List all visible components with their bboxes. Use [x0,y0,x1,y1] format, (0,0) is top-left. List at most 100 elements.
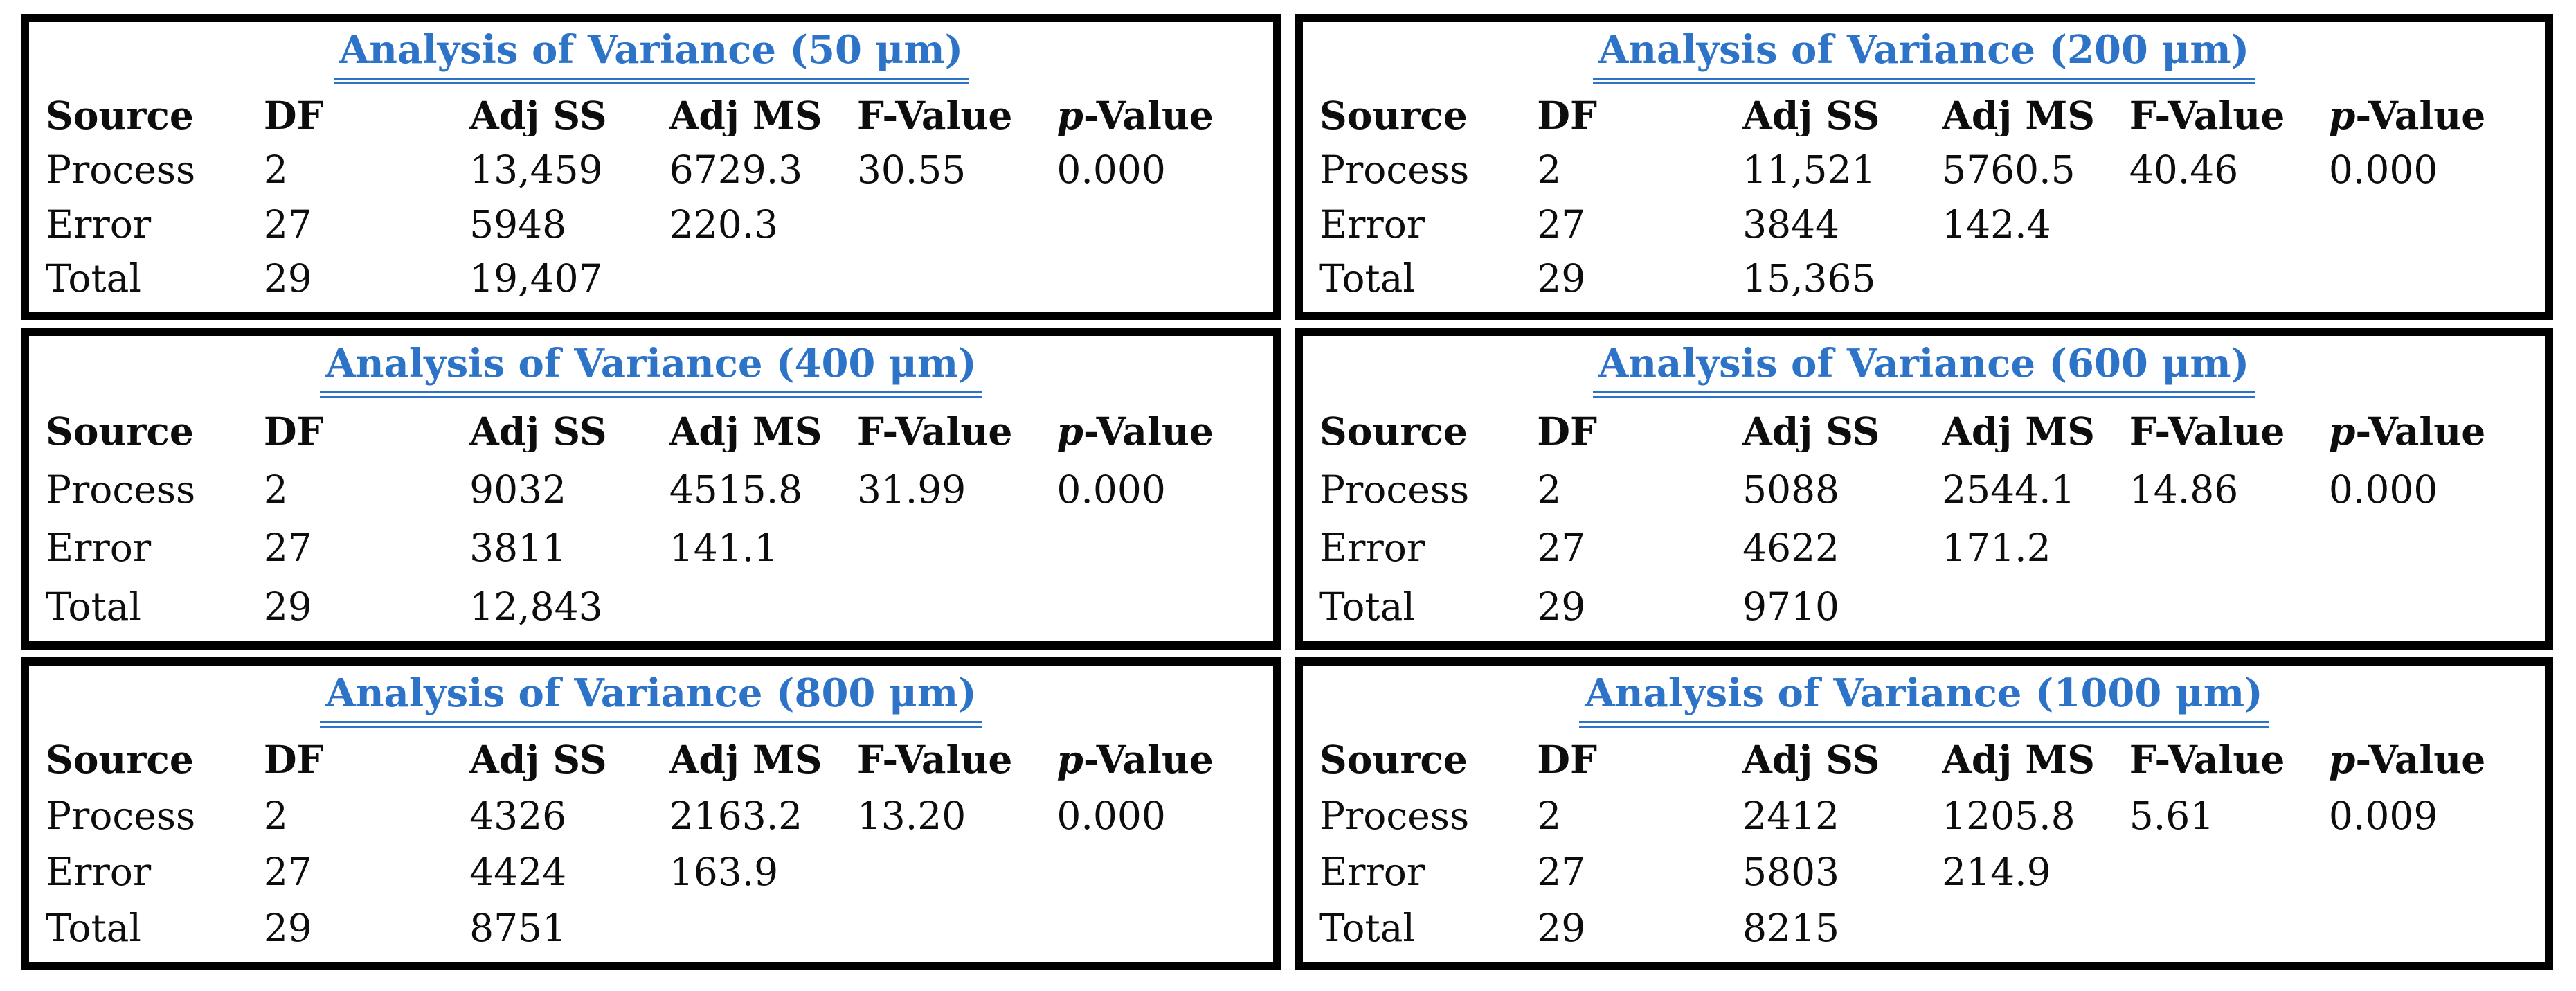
row-process-f-value: 30.55 [856,149,966,191]
row-process-adj-ms: 5760.5 [1942,149,2075,191]
row-process-adj-ms: 2163.2 [669,795,803,837]
row-error-adj-ms: 214.9 [1942,851,2051,893]
row-process-f-value: 5.61 [2129,795,2215,837]
row-total-adj-ss: 19,407 [469,258,603,300]
column-header-f-value: F-Value [2129,739,2285,781]
anova-table: Analysis of Variance (200 μm) Source DF … [1295,14,2553,320]
row-process-f-value: 31.99 [856,468,966,511]
anova-data-grid: Source DF Adj SS Adj MS F-Value p-Value … [46,89,1257,306]
row-process-adj-ss: 2412 [1742,795,1840,837]
anova-tables-grid: Analysis of Variance (50 μm) Source DF A… [21,14,2553,970]
column-header-adj-ms: Adj MS [1942,94,2095,137]
column-header-f-value: F-Value [2129,94,2285,137]
column-header-source: Source [46,94,194,137]
row-process-f-value: 40.46 [2129,149,2239,191]
row-error-df: 27 [1537,851,1586,893]
column-header-source: Source [46,410,194,453]
row-total-adj-ss: 15,365 [1742,258,1876,300]
row-error-df: 27 [263,527,312,569]
row-process-df: 2 [1537,468,1562,511]
row-process-adj-ms: 1205.8 [1942,795,2075,837]
table-title: Analysis of Variance (600 μm) [1592,339,2255,398]
table-title: Analysis of Variance (400 μm) [320,339,982,398]
row-process-f-value: 13.20 [856,795,966,837]
row-process-source: Process [46,795,196,837]
row-total-source: Total [1319,585,1416,628]
row-error-source: Error [46,851,152,893]
row-total-df: 29 [263,258,312,300]
column-header-df: DF [1537,94,1598,137]
column-header-adj-ms: Adj MS [669,739,822,781]
row-process-adj-ss: 4326 [469,795,567,837]
column-header-adj-ms: Adj MS [1942,410,2095,453]
row-process-adj-ss: 5088 [1742,468,1840,511]
column-header-df: DF [263,739,324,781]
anova-data-grid: Source DF Adj SS Adj MS F-Value p-Value … [46,732,1257,956]
row-process-p-value: 0.000 [1056,795,1166,837]
row-error-df: 27 [1537,203,1586,246]
row-process-p-value: 0.000 [1056,468,1166,511]
row-process-df: 2 [263,149,288,191]
row-total-df: 29 [1537,258,1586,300]
row-process-adj-ms: 2544.1 [1942,468,2075,511]
row-total-source: Total [46,258,142,300]
column-header-p-value: p-Value [2328,739,2486,781]
row-error-adj-ss: 5803 [1742,851,1840,893]
row-total-adj-ss: 8215 [1742,907,1840,949]
column-header-p-value: p-Value [1056,410,1214,453]
column-header-adj-ss: Adj SS [469,410,607,453]
column-header-source: Source [46,739,194,781]
column-header-adj-ms: Adj MS [669,410,822,453]
row-error-adj-ms: 142.4 [1942,203,2051,246]
row-error-source: Error [1319,203,1425,246]
row-total-adj-ss: 9710 [1742,585,1840,628]
column-header-p-value: p-Value [1056,94,1214,137]
row-total-source: Total [46,585,142,628]
row-total-df: 29 [1537,585,1586,628]
row-total-adj-ss: 8751 [469,907,567,949]
column-header-f-value: F-Value [856,739,1013,781]
table-title-row: Analysis of Variance (600 μm) [1319,339,2528,398]
column-header-df: DF [263,410,324,453]
column-header-adj-ms: Adj MS [1942,739,2095,781]
column-header-source: Source [1319,410,1468,453]
column-header-adj-ss: Adj SS [469,94,607,137]
row-process-source: Process [1319,149,1470,191]
row-process-adj-ms: 6729.3 [669,149,803,191]
row-process-f-value: 14.86 [2129,468,2239,511]
row-process-adj-ss: 11,521 [1742,149,1876,191]
column-header-p-value: p-Value [2328,94,2486,137]
table-title: Analysis of Variance (50 μm) [333,25,969,84]
table-title: Analysis of Variance (800 μm) [320,668,982,728]
row-error-source: Error [46,203,152,246]
column-header-adj-ss: Adj SS [1742,94,1880,137]
row-total-df: 29 [263,907,312,949]
row-error-adj-ms: 171.2 [1942,527,2051,569]
row-total-df: 29 [263,585,312,628]
column-header-adj-ss: Adj SS [1742,410,1880,453]
row-process-p-value: 0.009 [2328,795,2438,837]
row-error-source: Error [46,527,152,569]
row-process-p-value: 0.000 [1056,149,1166,191]
column-header-p-value: p-Value [1056,739,1214,781]
anova-table: Analysis of Variance (600 μm) Source DF … [1295,328,2553,650]
row-error-adj-ss: 4622 [1742,527,1840,569]
row-error-adj-ms: 163.9 [669,851,779,893]
row-error-df: 27 [263,851,312,893]
row-total-source: Total [1319,258,1416,300]
row-error-adj-ss: 4424 [469,851,567,893]
row-process-adj-ms: 4515.8 [669,468,803,511]
column-header-df: DF [1537,739,1598,781]
anova-data-grid: Source DF Adj SS Adj MS F-Value p-Value … [46,402,1257,636]
row-error-adj-ms: 220.3 [669,203,779,246]
table-title-row: Analysis of Variance (400 μm) [46,339,1257,398]
row-error-source: Error [1319,527,1425,569]
column-header-adj-ss: Adj SS [1742,739,1880,781]
column-header-source: Source [1319,94,1468,137]
row-process-adj-ss: 9032 [469,468,567,511]
row-process-df: 2 [263,468,288,511]
row-total-source: Total [46,907,142,949]
row-process-source: Process [1319,795,1470,837]
column-header-p-value: p-Value [2328,410,2486,453]
